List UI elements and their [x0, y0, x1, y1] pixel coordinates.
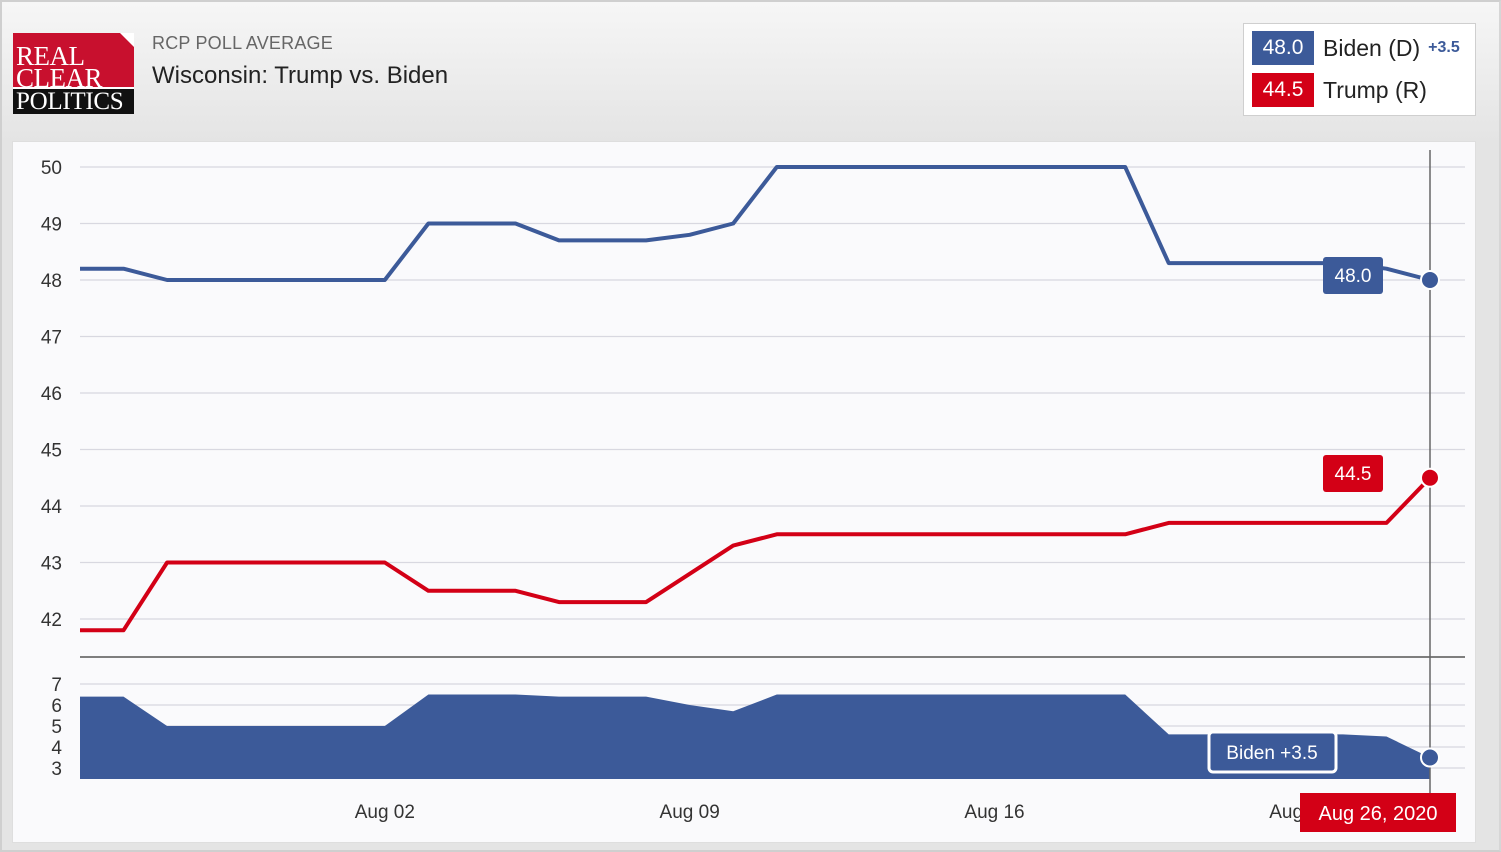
- legend-item-biden[interactable]: 48.0 Biden (D) +3.5: [1252, 31, 1460, 65]
- biden-end-label: 48.0: [1335, 266, 1372, 287]
- date-label-box: [1300, 793, 1456, 832]
- legend-trump-value: 44.5: [1252, 73, 1314, 107]
- trump-end-label: 44.5: [1335, 464, 1372, 485]
- spread-label-box: [1207, 730, 1338, 774]
- trump-end-marker: [1420, 467, 1440, 488]
- chart-title: Wisconsin: Trump vs. Biden: [152, 62, 449, 89]
- x-tick-label: Aug 09: [660, 802, 720, 823]
- legend-trump-name: Trump (R): [1323, 76, 1427, 103]
- legend-biden-name: Biden (D): [1323, 34, 1421, 61]
- rcp-logo[interactable]: REAL CLEAR POLITICS: [13, 33, 134, 115]
- spread-tick-label: 5: [51, 717, 62, 738]
- y-tick-label: 44: [41, 497, 63, 518]
- y-tick-label: 48: [41, 271, 62, 292]
- spread-end-marker: [1420, 747, 1440, 768]
- legend-item-trump[interactable]: 44.5 Trump (R): [1252, 73, 1427, 107]
- spread-label: Biden +3.5: [1226, 743, 1317, 764]
- spread-area: [80, 694, 1430, 779]
- biden-end-label-box: [1323, 257, 1383, 294]
- spread-tick-label: 4: [51, 738, 62, 759]
- trump-line: [80, 476, 1432, 633]
- x-tick-label: Aug 16: [964, 802, 1024, 823]
- y-tick-label: 46: [41, 384, 62, 405]
- spread-tick-label: 3: [51, 759, 62, 780]
- trump-end-label-box: [1323, 455, 1383, 492]
- x-tick-label: Aug 02: [355, 802, 415, 823]
- spread-tick-label: 6: [51, 696, 62, 717]
- biden-line: [80, 165, 1431, 282]
- date-label: Aug 26, 2020: [1319, 803, 1438, 825]
- y-tick-label: 43: [41, 554, 62, 575]
- logo-line-3: POLITICS: [13, 87, 134, 115]
- logo-line-1: REAL: [16, 41, 85, 71]
- y-tick-label: 42: [41, 610, 62, 631]
- y-tick-label: 49: [41, 215, 62, 236]
- y-tick-label: 45: [41, 441, 62, 462]
- biden-end-marker: [1420, 270, 1440, 290]
- y-tick-label: 50: [41, 158, 62, 179]
- logo-fold: [120, 33, 134, 47]
- chart-supertitle: RCP POLL AVERAGE: [152, 33, 333, 53]
- legend-biden-value: 48.0: [1252, 31, 1314, 65]
- legend: 48.0 Biden (D) +3.5 44.5 Trump (R): [1243, 23, 1476, 116]
- y-tick-label: 47: [41, 328, 62, 349]
- legend-biden-spread: +3.5: [1428, 39, 1460, 56]
- spread-tick-label: 7: [51, 675, 62, 696]
